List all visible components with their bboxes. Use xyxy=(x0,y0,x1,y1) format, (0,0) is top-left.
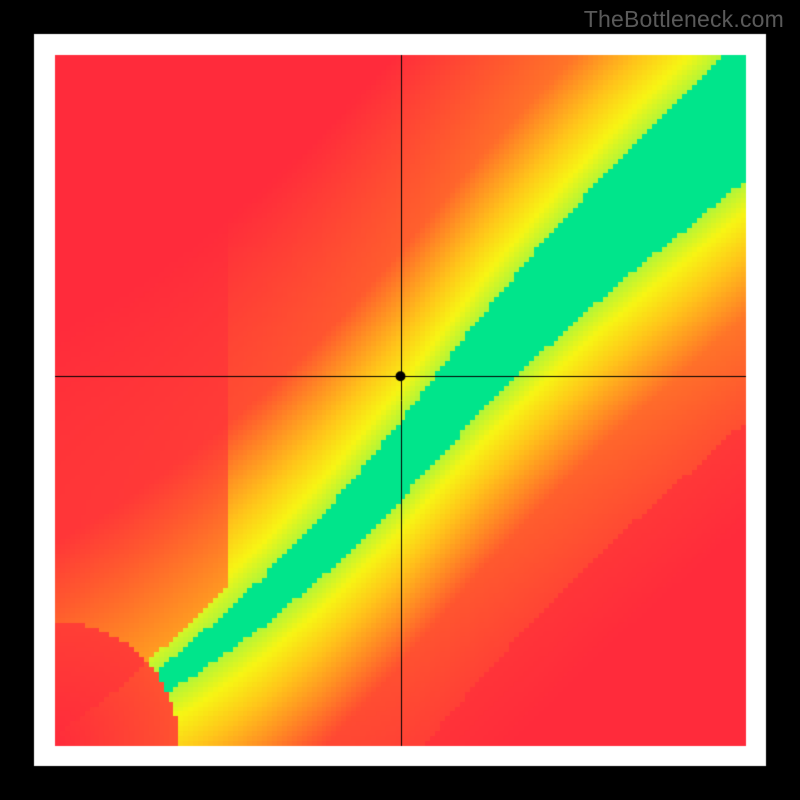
chart-container: TheBottleneck.com xyxy=(0,0,800,800)
bottleneck-heatmap xyxy=(0,0,800,800)
